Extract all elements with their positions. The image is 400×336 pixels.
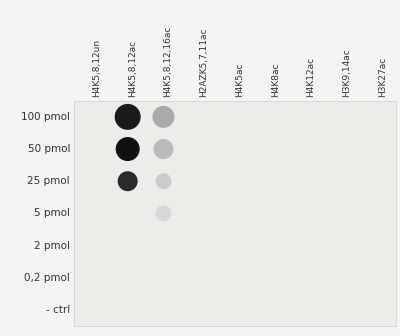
Text: 2 pmol: 2 pmol: [34, 241, 70, 251]
Text: H4K5,8,12ac: H4K5,8,12ac: [128, 40, 137, 97]
Text: 50 pmol: 50 pmol: [28, 144, 70, 154]
Ellipse shape: [152, 106, 174, 128]
FancyBboxPatch shape: [74, 101, 396, 326]
Text: H4K8ac: H4K8ac: [271, 63, 280, 97]
Text: H3K27ac: H3K27ac: [378, 57, 387, 97]
Text: H4K5,8,12,16ac: H4K5,8,12,16ac: [164, 26, 172, 97]
Text: H3K9,14ac: H3K9,14ac: [342, 49, 351, 97]
Text: H4K5,8,12un: H4K5,8,12un: [92, 39, 101, 97]
Ellipse shape: [118, 171, 138, 191]
Ellipse shape: [154, 139, 174, 159]
Text: 5 pmol: 5 pmol: [34, 208, 70, 218]
Text: - ctrl: - ctrl: [46, 305, 70, 315]
Text: 0,2 pmol: 0,2 pmol: [24, 273, 70, 283]
Text: H4K12ac: H4K12ac: [306, 57, 316, 97]
Text: H2AZK5,7,11ac: H2AZK5,7,11ac: [199, 28, 208, 97]
Ellipse shape: [116, 137, 140, 161]
Text: 25 pmol: 25 pmol: [27, 176, 70, 186]
Ellipse shape: [115, 104, 141, 130]
Ellipse shape: [156, 173, 172, 189]
Text: H4K5ac: H4K5ac: [235, 63, 244, 97]
Text: 100 pmol: 100 pmol: [21, 112, 70, 122]
Ellipse shape: [156, 205, 172, 221]
